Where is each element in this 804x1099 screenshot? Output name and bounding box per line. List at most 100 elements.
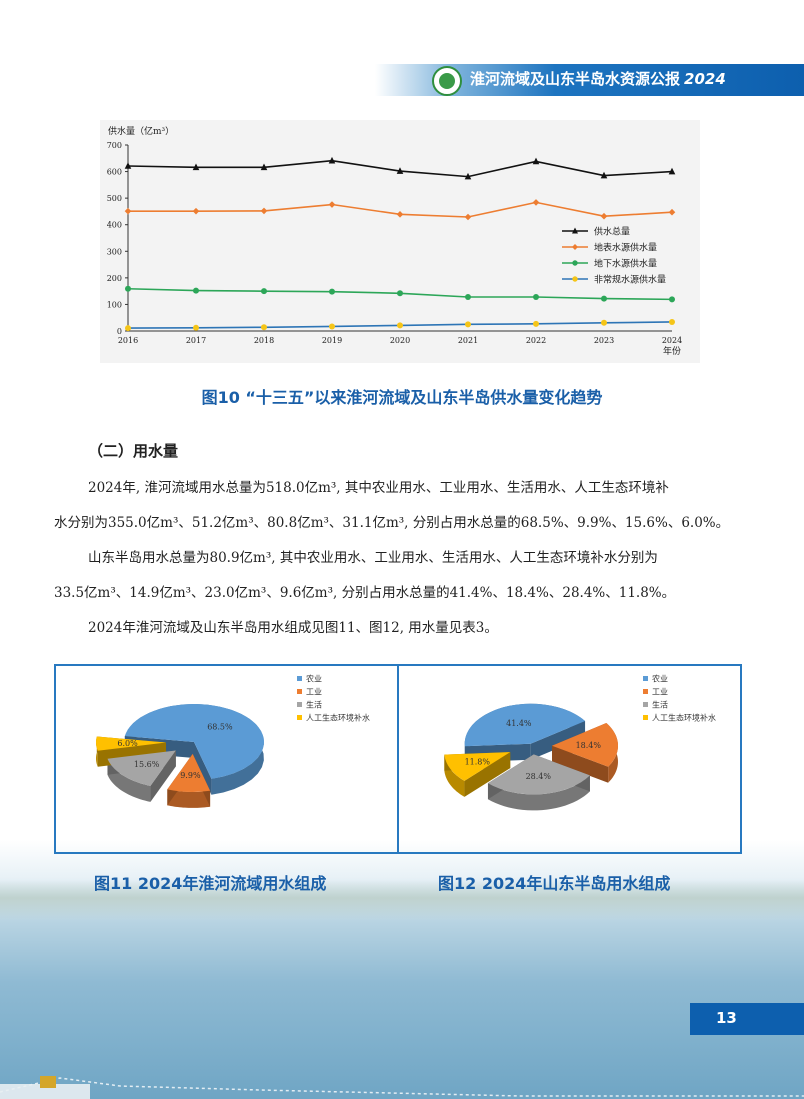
series-marker: [465, 293, 471, 300]
paragraph-1-line-1: 2024年, 淮河流域用水总量为518.0亿m³, 其中农业用水、工业用水、生活…: [88, 480, 669, 496]
series-4: [125, 318, 675, 332]
pie-data-label: 68.5%: [207, 723, 233, 732]
x-tick-label: 2023: [594, 336, 614, 345]
figure-12-caption: 图12 2024年山东半岛用水组成: [438, 874, 671, 893]
pie-legend-entry: 人工生态环境补水: [297, 713, 370, 723]
legend-entry: 地表水源供水量: [562, 242, 657, 254]
legend-label: 地表水源供水量: [594, 242, 657, 254]
series-marker: [532, 199, 540, 206]
series-marker: [396, 211, 404, 218]
pie-legend-entry: 农业: [297, 674, 322, 684]
series-marker: [600, 171, 608, 179]
series-marker: [397, 290, 403, 297]
series-marker: [260, 207, 268, 215]
pie-legend-swatch: [643, 676, 648, 681]
pie-legend-entry: 人工生态环境补水: [643, 713, 716, 723]
series-marker: [192, 163, 200, 171]
pie-data-label: 18.4%: [576, 741, 602, 750]
y-tick-label: 300: [107, 247, 122, 256]
y-axis-label: 供水量（亿m³）: [108, 125, 174, 137]
series-marker: [261, 324, 267, 331]
figure-11-caption: 图11 2024年淮河流域用水组成: [94, 874, 327, 893]
y-tick-label: 400: [107, 221, 122, 230]
series-marker: [533, 293, 539, 300]
pie-legend-entry: 生活: [297, 700, 322, 710]
series-marker: [329, 323, 335, 330]
background-shoreline: [0, 880, 804, 920]
pie-legend-entry: 工业: [643, 687, 668, 697]
series-marker: [669, 318, 675, 325]
header-title: 淮河流域及山东半岛水资源公报 2024: [470, 70, 726, 88]
series-marker: [124, 162, 132, 169]
pie-legend-swatch: [643, 702, 648, 707]
pie-legend-label: 生活: [652, 700, 668, 710]
pie-legend-label: 生活: [306, 700, 322, 710]
pie-legend-swatch: [643, 689, 648, 694]
series-marker: [669, 296, 675, 303]
series-marker: [124, 207, 132, 215]
pie-legend-label: 人工生态环境补水: [652, 713, 716, 723]
series-marker: [572, 260, 578, 266]
series-marker: [572, 244, 578, 250]
paragraph-3-line-1: 2024年淮河流域及山东半岛用水组成见图11、图12, 用水量见表3。: [88, 620, 498, 636]
series-marker: [329, 288, 335, 295]
series-2: [124, 199, 676, 221]
series-marker: [601, 295, 607, 302]
pie-legend-swatch: [643, 715, 648, 720]
pie-slice-1: [464, 703, 586, 747]
series-marker: [464, 172, 472, 180]
pie-legend-label: 农业: [306, 674, 322, 684]
y-tick-label: 200: [107, 274, 122, 283]
series-marker: [396, 167, 404, 174]
pie-slice-2: [167, 753, 211, 792]
x-tick-label: 2020: [390, 336, 410, 345]
series-marker: [328, 201, 336, 208]
pie-slice-edge: [551, 745, 609, 783]
pie-legend-label: 农业: [652, 674, 668, 684]
paragraph-1-line-2: 水分别为355.0亿m³、51.2亿m³、80.8亿m³、31.1亿m³, 分别…: [54, 515, 730, 531]
series-marker: [193, 287, 199, 294]
pie-legend-swatch: [297, 676, 302, 681]
legend-label: 地下水源供水量: [594, 258, 657, 270]
paragraph-2-line-2: 33.5亿m³、14.9亿m³、23.0亿m³、9.6亿m³, 分别占用水总量的…: [54, 585, 676, 601]
pie-slice-3: [107, 750, 176, 786]
pie-slice-edge: [530, 721, 586, 760]
pie-legend-entry: 农业: [643, 674, 668, 684]
water-supply-line-chart: 供水量（亿m³） 0 100 200 300 400 500 600 700 2016 2017 20…: [107, 125, 682, 357]
pie-slice-4: [96, 736, 167, 751]
series-marker: [572, 276, 578, 282]
pie-data-label: 11.8%: [465, 757, 491, 766]
pie-charts-divider: [397, 664, 399, 854]
pie-legend-swatch: [297, 689, 302, 694]
series-marker: [260, 163, 268, 171]
x-tick-label: 2021: [458, 336, 478, 345]
pie-slice-wall: [444, 754, 465, 797]
series-3: [125, 285, 675, 303]
paragraph-2-line-1: 山东半岛用水总量为80.9亿m³, 其中农业用水、工业用水、生活用水、人工生态环…: [88, 550, 658, 566]
series-marker: [601, 319, 607, 326]
x-tick-label: 2017: [186, 336, 206, 345]
series-marker: [193, 324, 199, 331]
pie-legend-label: 工业: [652, 687, 668, 697]
page-number-box: [690, 1003, 804, 1035]
pie-slice-wall: [107, 758, 151, 802]
page-number: 13: [716, 1009, 737, 1027]
pie-slice-3: [487, 754, 590, 795]
series-1: [124, 156, 676, 180]
series-marker: [600, 212, 608, 220]
pie-legend-swatch: [297, 702, 302, 707]
pie-data-label: 41.4%: [506, 719, 532, 728]
y-tick-label: 0: [117, 327, 122, 336]
pie-slice-4: [444, 752, 511, 781]
pie-slice-wall: [487, 775, 590, 811]
pie-data-label: 6.0%: [117, 739, 138, 748]
series-marker: [465, 321, 471, 328]
x-tick-label: 2024: [662, 336, 682, 345]
series-marker: [261, 288, 267, 295]
pie-slice-wall: [167, 789, 211, 808]
figure-10-caption: 图10 “十三五”以来淮河流域及山东半岛供水量变化趋势: [201, 388, 603, 407]
series-marker: [397, 322, 403, 329]
pie-legend-label: 人工生态环境补水: [306, 713, 370, 723]
